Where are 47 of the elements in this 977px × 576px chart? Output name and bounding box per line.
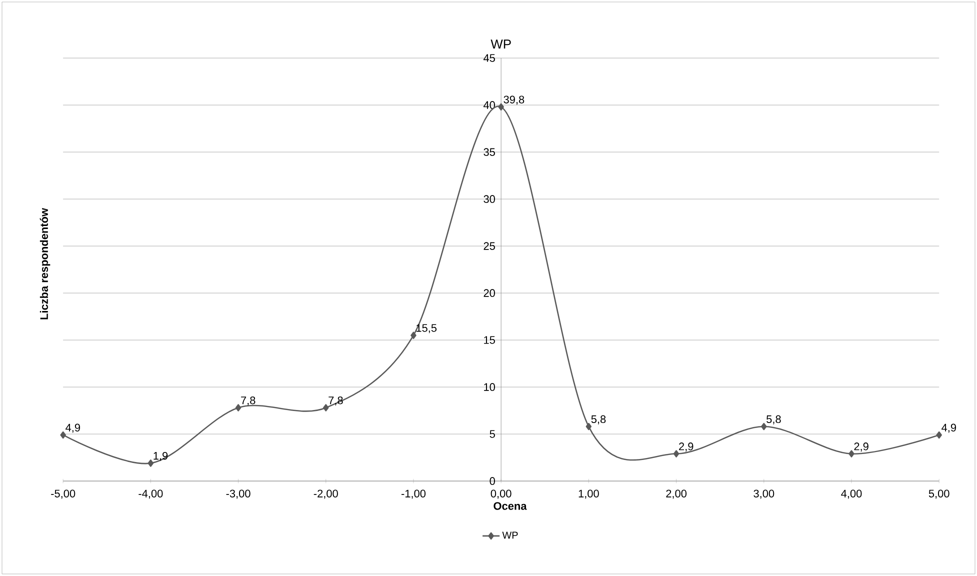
point	[410, 332, 416, 339]
point	[235, 404, 242, 412]
y-axis-title: Liczba respondentów	[40, 208, 50, 320]
data-label: 4,9	[942, 424, 956, 433]
x-tick-label: 3,00	[754, 490, 774, 499]
data-label: 5,8	[766, 415, 781, 424]
point	[322, 404, 329, 412]
point	[936, 431, 942, 439]
data-label: 39,8	[504, 96, 524, 105]
legend-label: WP	[502, 532, 518, 539]
point	[586, 422, 592, 430]
x-tick-label: 2,00	[666, 490, 687, 499]
y-tick-label: 25	[484, 242, 495, 250]
point	[60, 431, 66, 439]
x-axis-title: Ocena	[494, 502, 527, 510]
x-tick-label: 4,00	[841, 490, 862, 499]
point	[148, 460, 154, 467]
point	[848, 450, 854, 458]
point	[760, 422, 767, 430]
point	[498, 103, 504, 111]
y-tick-label: 30	[484, 195, 495, 203]
x-tick-label: -4,00	[138, 490, 163, 499]
point	[673, 450, 680, 458]
data-label: 2,9	[854, 442, 868, 452]
y-tick-label: 0	[490, 477, 495, 485]
y-tick-label: 35	[484, 148, 495, 156]
x-tick-label: -5,00	[51, 490, 76, 499]
data-label: 1,9	[154, 452, 168, 461]
x-tick-label: -2,00	[314, 490, 338, 499]
chart-title: WP	[490, 40, 511, 49]
x-tick-label: -3,00	[226, 490, 250, 499]
x-tick-label: -1,00	[401, 490, 426, 499]
y-tick-label: 45	[484, 54, 495, 62]
data-label: 7,8	[241, 396, 256, 406]
x-tick-label: 5,00	[928, 490, 950, 499]
y-tick-label: 40	[484, 101, 495, 109]
x-tick-label: 0,00	[490, 490, 512, 499]
data-label: 5,8	[591, 415, 606, 424]
data-label: 4,9	[66, 424, 80, 433]
y-tick-label: 20	[484, 289, 495, 297]
y-tick-label: 15	[484, 336, 495, 344]
data-label: 2,9	[679, 442, 694, 452]
y-tick-label: 10	[484, 383, 495, 391]
data-label: 7,8	[328, 396, 343, 406]
x-tick-label: 1,00	[578, 490, 599, 499]
data-label: 15,5	[416, 324, 437, 334]
y-tick-label: 5	[490, 430, 495, 438]
